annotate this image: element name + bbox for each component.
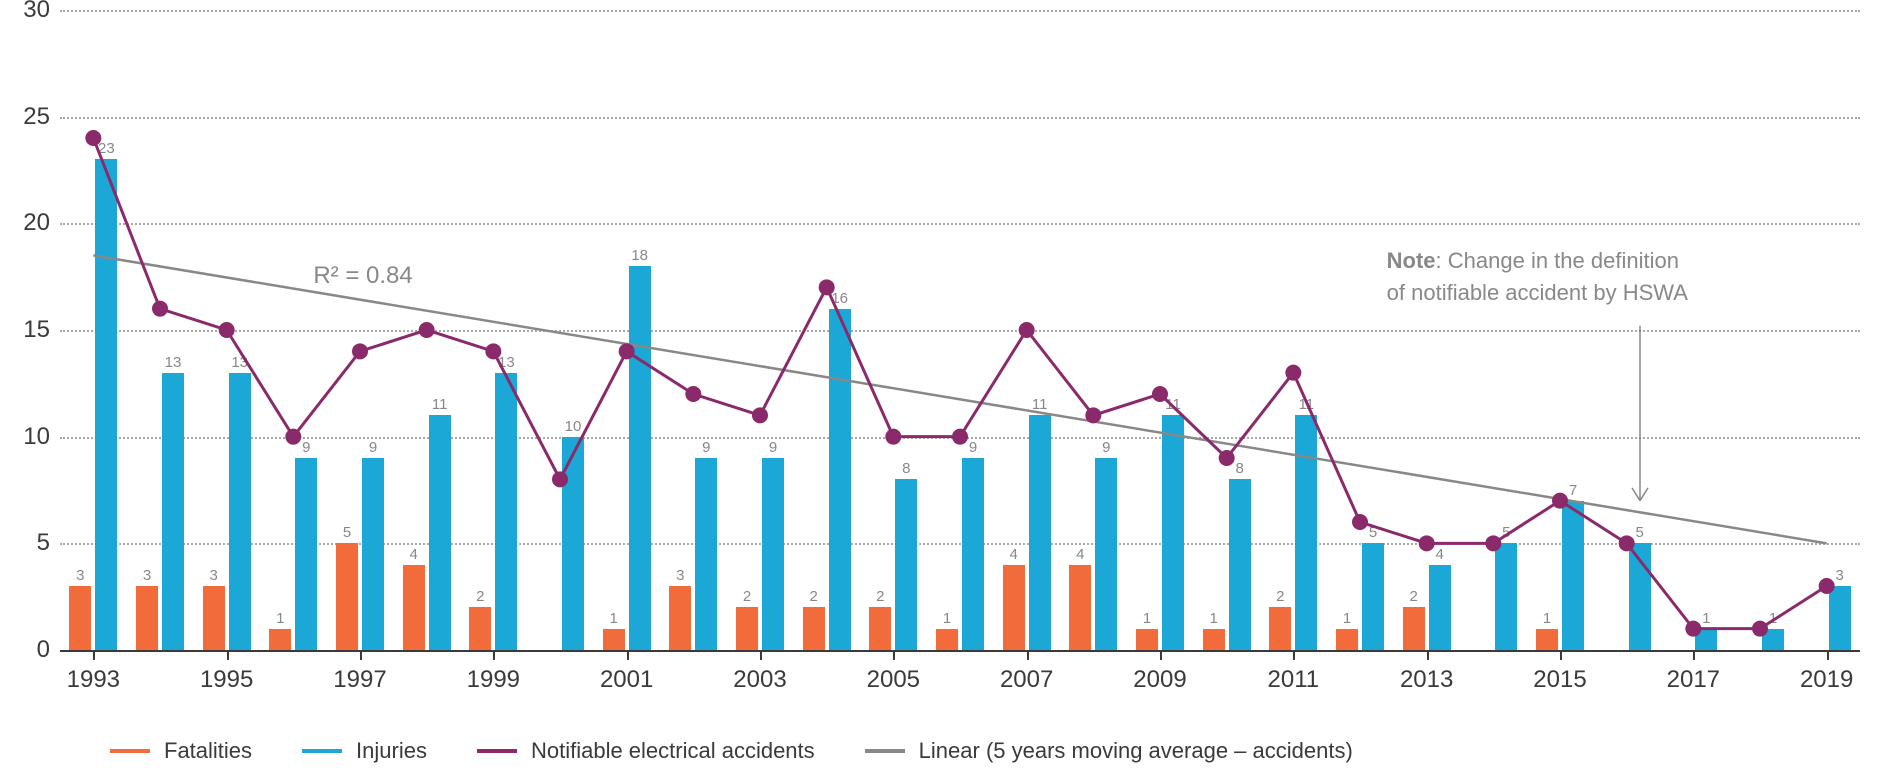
marker-accidents bbox=[485, 343, 501, 359]
y-tick-label: 0 bbox=[37, 636, 60, 664]
marker-accidents bbox=[352, 343, 368, 359]
y-tick-label: 5 bbox=[37, 529, 60, 557]
definition-note: Note: Change in the definition of notifia… bbox=[1387, 245, 1688, 309]
marker-accidents bbox=[1085, 407, 1101, 423]
legend-item: Fatalities bbox=[110, 738, 252, 764]
x-tick bbox=[360, 650, 362, 660]
x-tick-label: 2005 bbox=[867, 666, 920, 694]
x-tick bbox=[1693, 650, 1695, 660]
marker-accidents bbox=[619, 343, 635, 359]
legend-item: Linear (5 years moving average – acciden… bbox=[865, 738, 1353, 764]
marker-accidents bbox=[1752, 621, 1768, 637]
note-line2: of notifiable accident by HSWA bbox=[1387, 277, 1688, 309]
legend-item: Injuries bbox=[302, 738, 427, 764]
marker-accidents bbox=[1419, 535, 1435, 551]
x-tick bbox=[227, 650, 229, 660]
legend-swatch bbox=[477, 749, 517, 753]
x-tick-label: 1999 bbox=[467, 666, 520, 694]
line-accidents bbox=[93, 138, 1826, 629]
x-tick-label: 1993 bbox=[67, 666, 120, 694]
marker-accidents bbox=[885, 429, 901, 445]
x-tick bbox=[493, 650, 495, 660]
x-tick bbox=[893, 650, 895, 660]
legend-label: Fatalities bbox=[164, 738, 252, 764]
note-line1-rest: : Change in the definition bbox=[1436, 248, 1679, 273]
x-tick bbox=[1427, 650, 1429, 660]
legend-swatch bbox=[302, 749, 342, 753]
plot-area: 0510152025303233133131959411213101183929… bbox=[60, 10, 1860, 650]
marker-accidents bbox=[1285, 365, 1301, 381]
x-tick-label: 2019 bbox=[1800, 666, 1853, 694]
y-tick-label: 20 bbox=[23, 209, 60, 237]
marker-accidents bbox=[285, 429, 301, 445]
marker-accidents bbox=[1352, 514, 1368, 530]
legend: Fatalities Injuries Notifiable electrical … bbox=[110, 738, 1353, 764]
marker-accidents bbox=[152, 301, 168, 317]
x-tick-label: 1997 bbox=[333, 666, 386, 694]
marker-accidents bbox=[1619, 535, 1635, 551]
note-bold: Note bbox=[1387, 248, 1436, 273]
legend-swatch bbox=[865, 749, 905, 753]
x-tick bbox=[1560, 650, 1562, 660]
marker-accidents bbox=[1552, 493, 1568, 509]
marker-accidents bbox=[1219, 450, 1235, 466]
marker-accidents bbox=[1819, 578, 1835, 594]
marker-accidents bbox=[1685, 621, 1701, 637]
r-squared-label: R² = 0.84 bbox=[313, 262, 412, 290]
x-tick bbox=[93, 650, 95, 660]
legend-swatch bbox=[110, 749, 150, 753]
marker-accidents bbox=[952, 429, 968, 445]
marker-accidents bbox=[219, 322, 235, 338]
legend-label: Injuries bbox=[356, 738, 427, 764]
marker-accidents bbox=[552, 471, 568, 487]
x-tick bbox=[1027, 650, 1029, 660]
marker-accidents bbox=[85, 130, 101, 146]
x-tick-label: 2015 bbox=[1533, 666, 1586, 694]
x-tick bbox=[1293, 650, 1295, 660]
y-tick-label: 30 bbox=[23, 0, 60, 24]
x-tick bbox=[760, 650, 762, 660]
x-tick bbox=[627, 650, 629, 660]
x-tick-label: 2001 bbox=[600, 666, 653, 694]
legend-item: Notifiable electrical accidents bbox=[477, 738, 815, 764]
x-axis-line bbox=[60, 650, 1860, 652]
x-tick bbox=[1160, 650, 1162, 660]
marker-accidents bbox=[752, 407, 768, 423]
x-tick-label: 2009 bbox=[1133, 666, 1186, 694]
legend-label: Linear (5 years moving average – acciden… bbox=[919, 738, 1353, 764]
legend-label: Notifiable electrical accidents bbox=[531, 738, 815, 764]
y-tick-label: 25 bbox=[23, 103, 60, 131]
x-tick-label: 1995 bbox=[200, 666, 253, 694]
marker-accidents bbox=[419, 322, 435, 338]
y-tick-label: 15 bbox=[23, 316, 60, 344]
marker-accidents bbox=[819, 279, 835, 295]
x-tick-label: 2013 bbox=[1400, 666, 1453, 694]
marker-accidents bbox=[1019, 322, 1035, 338]
x-tick-label: 2017 bbox=[1667, 666, 1720, 694]
marker-accidents bbox=[1152, 386, 1168, 402]
x-tick bbox=[1827, 650, 1829, 660]
x-tick-label: 2003 bbox=[733, 666, 786, 694]
accidents-chart: 0510152025303233133131959411213101183929… bbox=[0, 0, 1889, 775]
x-tick-label: 2011 bbox=[1268, 666, 1320, 694]
overlay-svg bbox=[60, 10, 1860, 650]
marker-accidents bbox=[685, 386, 701, 402]
marker-accidents bbox=[1485, 535, 1501, 551]
x-tick-label: 2007 bbox=[1000, 666, 1053, 694]
y-tick-label: 10 bbox=[23, 423, 60, 451]
